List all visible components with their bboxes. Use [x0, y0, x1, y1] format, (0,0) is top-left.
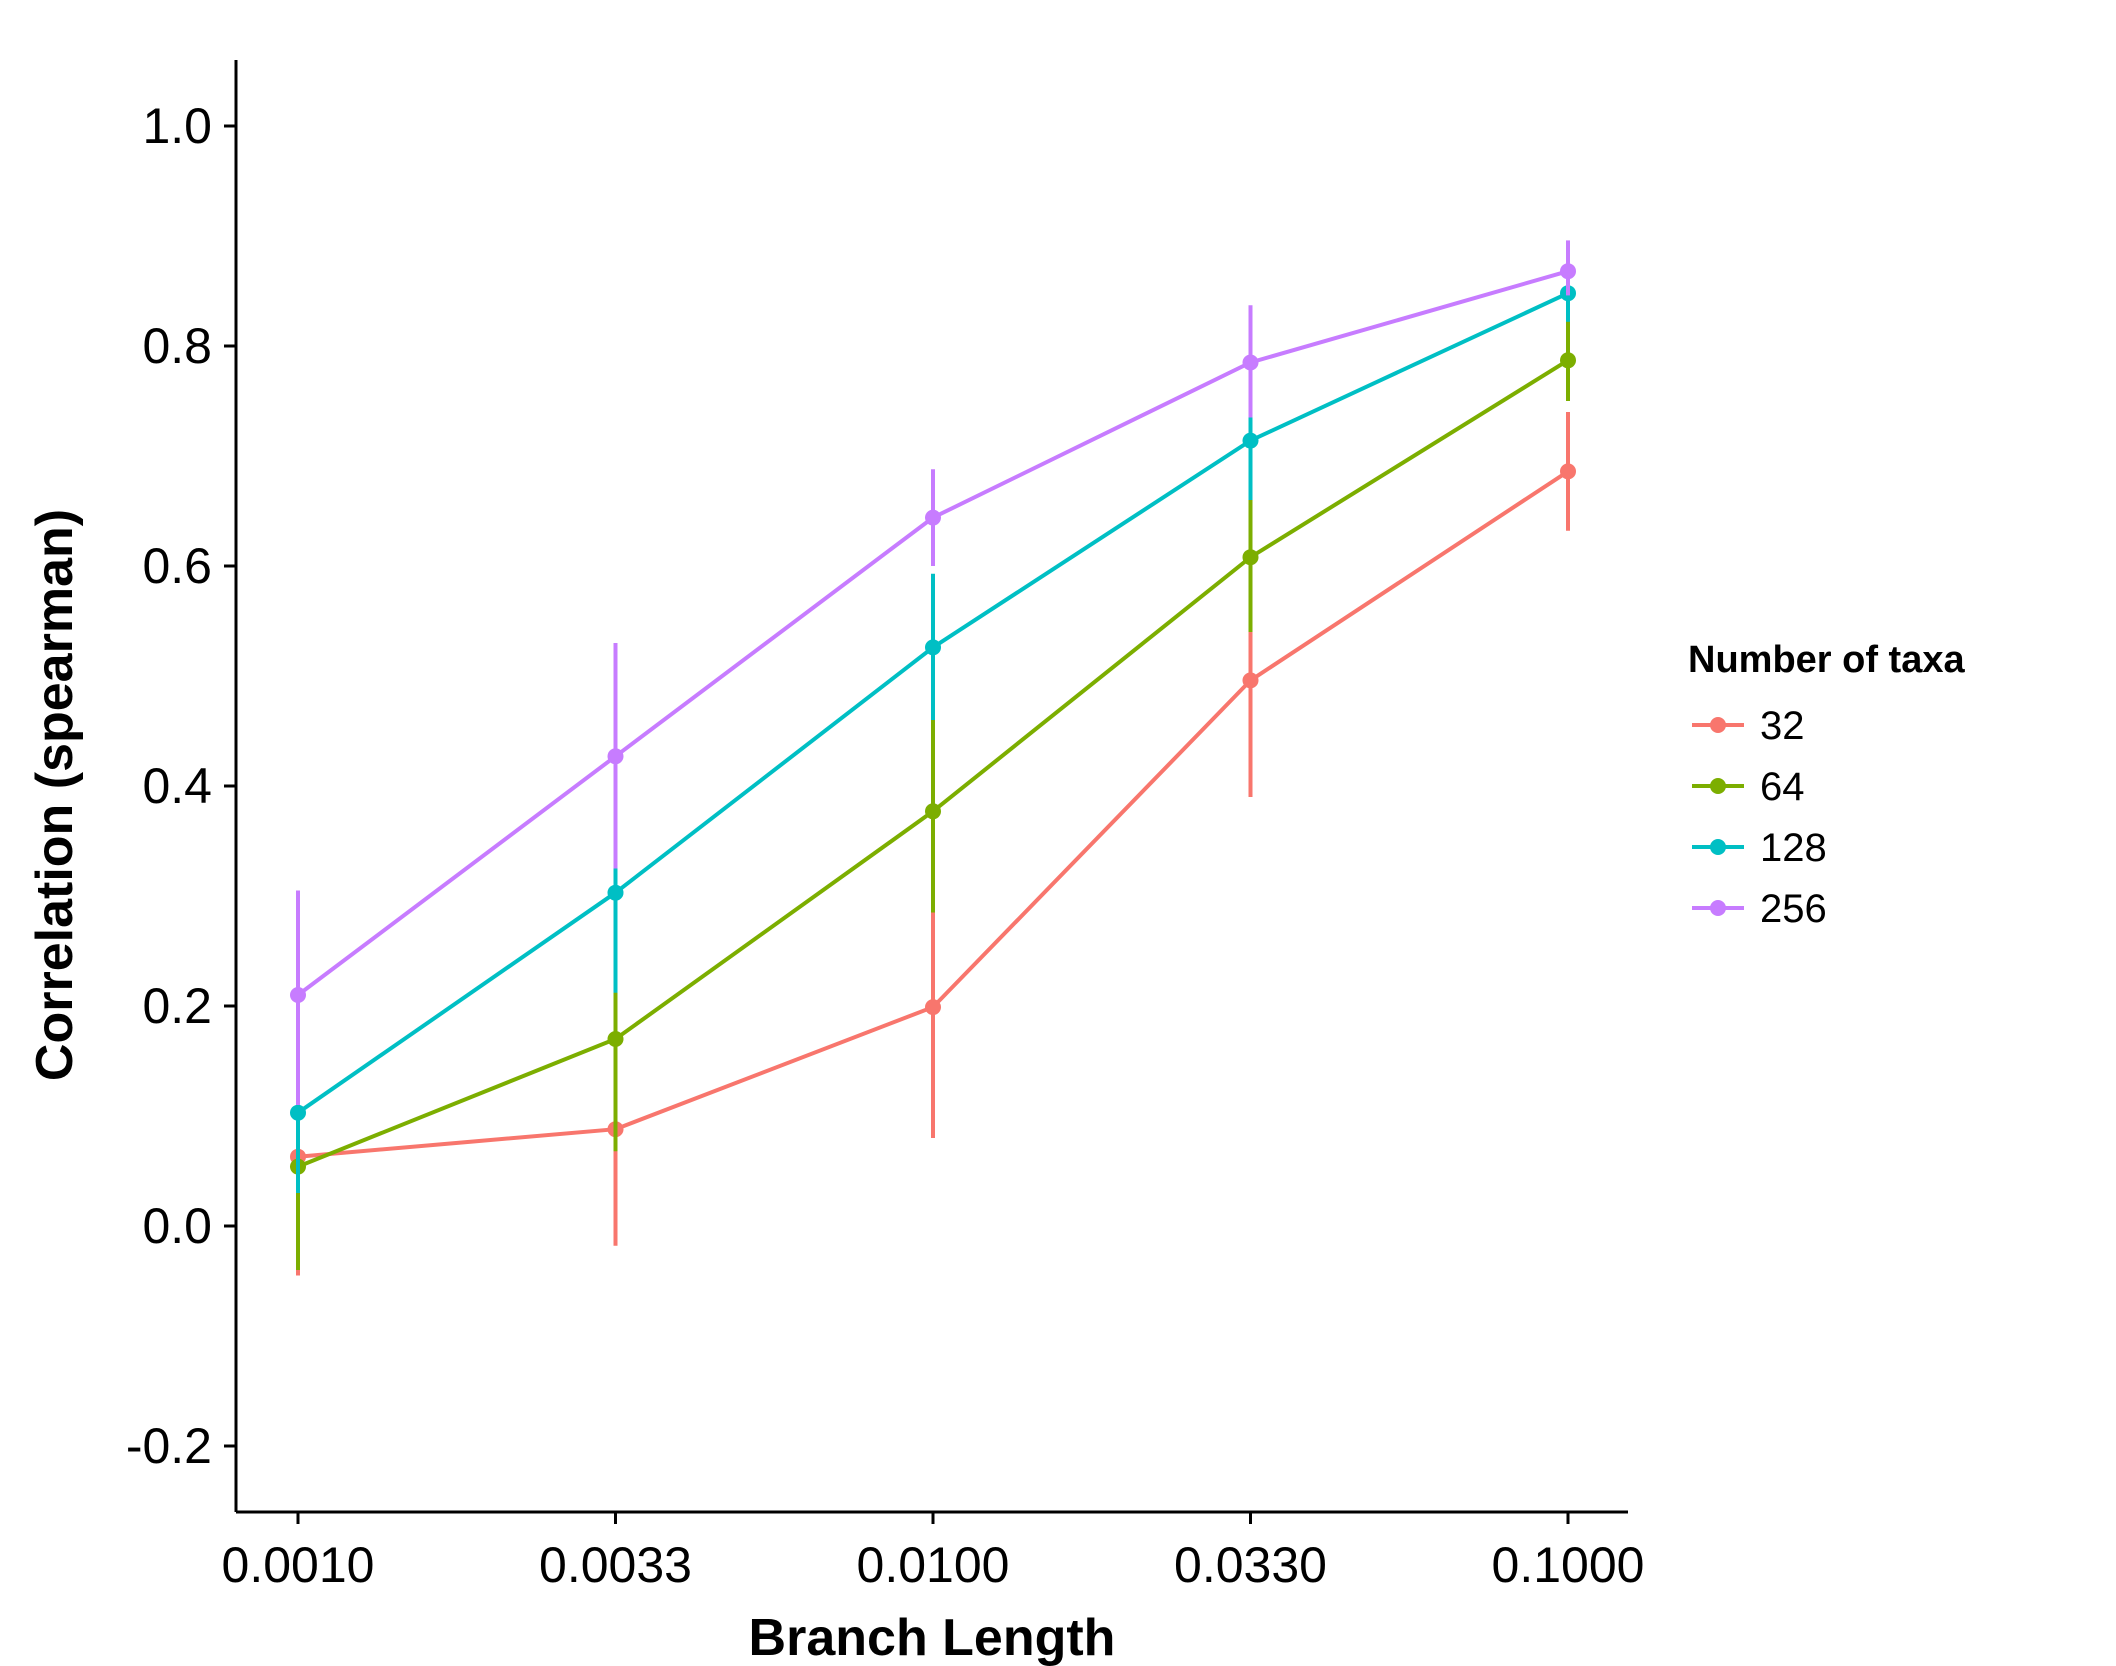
x-axis-ticks: 0.0010 0.0033 0.0100 0.0330 0.1000 — [222, 1512, 1645, 1593]
data-point — [925, 639, 941, 656]
data-point — [1242, 672, 1259, 689]
legend-item: 256 — [1692, 887, 1827, 931]
x-tick-label: 0.0033 — [539, 1537, 692, 1593]
legend-key-point — [1710, 839, 1726, 855]
y-tick-label: 0.6 — [142, 538, 212, 594]
data-point — [925, 803, 941, 820]
y-axis-ticks: -0.2 0.0 0.2 0.4 0.6 0.8 1.0 — [126, 98, 236, 1474]
x-tick-label: 0.0330 — [1174, 1537, 1327, 1593]
legend: Number of taxa 32 64 128 256 — [1688, 639, 1965, 931]
y-tick-label: -0.2 — [126, 1418, 212, 1474]
plot-area — [290, 240, 1576, 1276]
legend-item: 32 — [1692, 704, 1805, 748]
legend-label: 256 — [1760, 887, 1827, 931]
data-point — [607, 1031, 624, 1047]
legend-label: 128 — [1760, 826, 1827, 870]
legend-item: 64 — [1692, 765, 1805, 809]
data-point — [607, 748, 624, 765]
x-tick-label: 0.1000 — [1492, 1537, 1645, 1593]
x-axis-title: Branch Length — [749, 1609, 1116, 1666]
y-tick-label: 1.0 — [142, 98, 212, 154]
legend-item: 128 — [1692, 826, 1827, 870]
x-tick-label: 0.0100 — [857, 1537, 1010, 1593]
data-point — [1242, 549, 1259, 566]
y-axis-title: Correlation (spearman) — [26, 509, 84, 1081]
legend-key-point — [1710, 900, 1726, 916]
data-point — [925, 509, 941, 526]
y-tick-label: 0.4 — [142, 758, 212, 814]
data-point — [607, 884, 624, 901]
data-point — [1560, 263, 1576, 280]
data-point — [1242, 354, 1259, 371]
y-tick-label: 0.0 — [142, 1198, 212, 1254]
data-point — [1560, 463, 1576, 480]
data-point — [290, 987, 306, 1003]
data-point — [925, 999, 941, 1016]
data-point — [1242, 432, 1259, 449]
y-tick-label: 0.2 — [142, 978, 212, 1034]
legend-label: 32 — [1760, 704, 1805, 748]
series-256 — [290, 240, 1576, 1105]
x-tick-label: 0.0010 — [222, 1537, 375, 1593]
legend-key-point — [1710, 778, 1726, 794]
legend-key-point — [1710, 717, 1726, 733]
series-32 — [290, 412, 1576, 1276]
data-point — [290, 1104, 306, 1121]
legend-items: 32 64 128 256 — [1692, 704, 1827, 931]
y-tick-label: 0.8 — [142, 318, 212, 374]
legend-label: 64 — [1760, 765, 1805, 809]
data-point — [1560, 352, 1576, 369]
legend-title: Number of taxa — [1688, 639, 1965, 681]
